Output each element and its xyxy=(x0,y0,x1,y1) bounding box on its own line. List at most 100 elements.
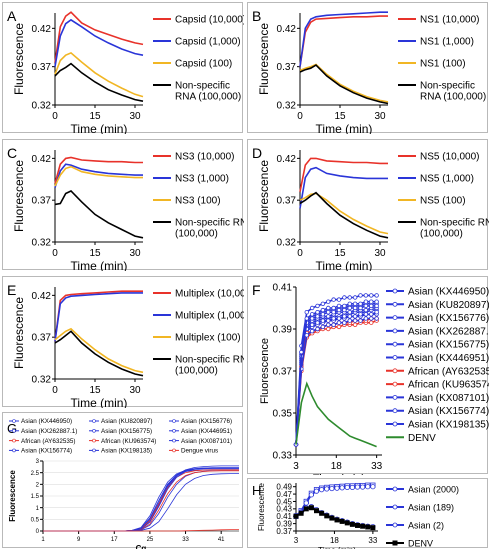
legend-marker xyxy=(392,288,398,294)
series-line xyxy=(295,313,377,445)
legend-label: RNA (100,000) xyxy=(175,92,241,103)
legend-marker xyxy=(392,522,398,528)
data-point xyxy=(329,485,335,492)
legend-label: Asian (KX156774) xyxy=(21,448,72,455)
data-point xyxy=(315,326,320,332)
y-axis-label: Fluorescence xyxy=(257,482,266,531)
legend-marker xyxy=(392,540,398,546)
y-tick-label: 1.5 xyxy=(31,494,40,500)
data-point xyxy=(313,488,320,494)
data-point xyxy=(324,513,330,519)
y-axis-label: Fluorescence xyxy=(257,160,271,232)
x-tick-label: 30 xyxy=(129,111,141,122)
data-point xyxy=(347,305,352,311)
data-point xyxy=(315,303,320,309)
data-point xyxy=(320,318,326,323)
data-point xyxy=(349,484,355,491)
y-tick-label: 2.5 xyxy=(31,471,40,477)
series-line xyxy=(295,300,377,445)
y-tick-label: 0.49 xyxy=(276,482,292,491)
series-line xyxy=(295,311,377,445)
legend-marker xyxy=(92,438,96,443)
legend-label: RNA (100,000) xyxy=(420,92,486,103)
legend-marker xyxy=(392,486,398,492)
data-point xyxy=(347,314,352,319)
y-tick-label: 0.32 xyxy=(32,238,52,249)
x-tick-label: 15 xyxy=(89,385,101,396)
series-line xyxy=(295,294,377,445)
series-line xyxy=(43,470,239,532)
legend-label: Asian (KX446950) xyxy=(408,287,489,298)
data-point xyxy=(326,314,331,319)
panel-letter: D xyxy=(252,145,262,161)
data-point xyxy=(303,500,309,506)
series-line xyxy=(43,468,239,532)
series-line xyxy=(295,307,377,445)
y-axis-label: Fluorescence xyxy=(12,23,26,95)
y-tick-label: 0.5 xyxy=(31,517,40,523)
data-point xyxy=(331,322,336,327)
data-point xyxy=(347,301,352,306)
data-point xyxy=(326,322,331,327)
data-point xyxy=(339,485,345,491)
data-point xyxy=(326,305,331,311)
legend-marker xyxy=(392,341,398,347)
series-line xyxy=(299,64,389,105)
data-point xyxy=(370,484,376,490)
chart-f: F 0.41 0.39 0.37 0.35 0.333 18 33 Time (min) Fluo… xyxy=(252,282,489,475)
data-point xyxy=(309,328,315,334)
y-tick-label: 0.42 xyxy=(277,154,297,165)
legend-label: NS1 (1,000) xyxy=(420,37,474,48)
series-line xyxy=(43,465,239,532)
data-point xyxy=(342,295,347,300)
panel-b: B 0.42 0.37 0.32 0 15 30 Time (min) Fluorescence… xyxy=(247,2,488,134)
series-line xyxy=(299,192,389,235)
series-line xyxy=(295,303,377,445)
legend-label: Asian (189) xyxy=(408,503,454,513)
y-tick-label: 0.32 xyxy=(277,238,297,249)
x-tick-label: 1 xyxy=(41,537,45,543)
legend-marker xyxy=(12,438,16,443)
x-tick-label: 33 xyxy=(368,536,377,545)
x-tick-label: 0 xyxy=(52,248,58,259)
y-tick-label: 0.37 xyxy=(273,367,293,378)
x-axis-label: Time (min) xyxy=(316,122,373,134)
data-point xyxy=(320,312,326,317)
data-point xyxy=(309,312,315,317)
series-line xyxy=(54,51,144,98)
data-point xyxy=(299,349,304,355)
legend-marker xyxy=(172,419,176,423)
legend-marker xyxy=(172,448,176,453)
series-line xyxy=(295,506,374,529)
legend-label: NS1 (10,000) xyxy=(420,15,479,26)
data-point xyxy=(370,525,376,531)
x-tick-label: 17 xyxy=(111,537,118,543)
series-line xyxy=(54,292,143,342)
legend-label: NS3 (100) xyxy=(175,196,221,207)
data-point xyxy=(308,505,314,511)
panel-f: F 0.41 0.39 0.37 0.35 0.333 18 33 Time (min) Fluo… xyxy=(247,276,489,475)
y-tick-label: 0.39 xyxy=(276,519,292,528)
data-point xyxy=(360,484,366,490)
y-tick-label: 1 xyxy=(36,506,40,512)
data-point xyxy=(336,303,342,309)
legend-label: Asian (KX262887.1) xyxy=(408,326,489,337)
series-line xyxy=(43,467,239,532)
x-tick-label: 33 xyxy=(371,461,383,472)
legend-marker xyxy=(392,395,398,400)
data-point xyxy=(344,484,350,491)
y-axis-label: Fluorescence xyxy=(259,338,271,404)
x-tick-label: 15 xyxy=(334,248,346,259)
series-line xyxy=(43,469,239,532)
y-tick-label: 0.41 xyxy=(273,283,293,294)
legend-label: (100,000) xyxy=(175,366,218,377)
legend-label: Capsid (1,000) xyxy=(175,37,241,48)
data-point xyxy=(336,307,342,313)
legend-label: Non-specific RNA xyxy=(175,218,244,229)
data-point xyxy=(326,326,331,332)
data-point xyxy=(374,293,379,298)
x-tick-label: 0 xyxy=(52,111,58,122)
y-tick-label: 0.42 xyxy=(277,24,297,35)
data-point xyxy=(352,305,358,311)
data-point xyxy=(369,316,374,321)
